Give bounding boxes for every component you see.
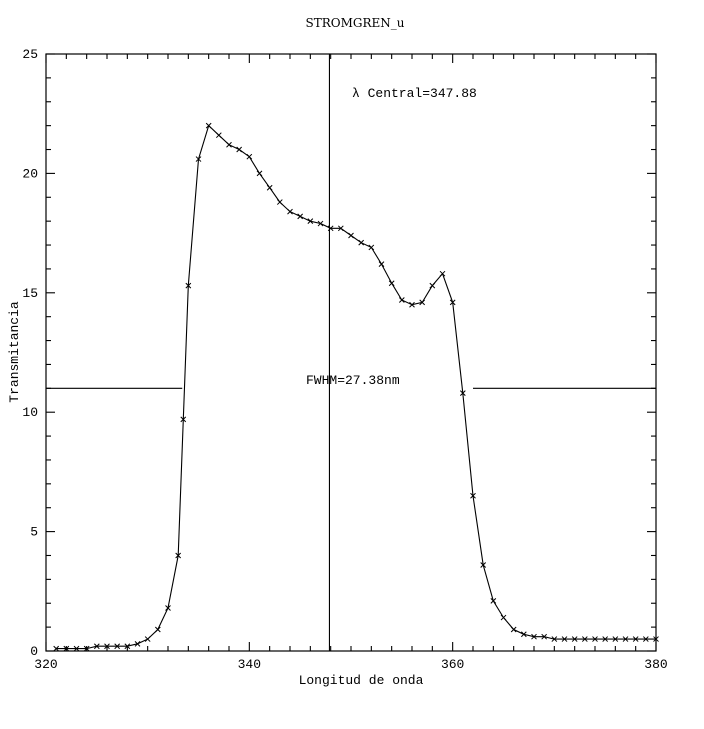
y-tick-label: 25 — [22, 47, 38, 62]
data-point — [175, 552, 182, 559]
data-point — [602, 636, 609, 642]
data-point — [368, 244, 375, 251]
data-point — [93, 643, 100, 650]
data-point — [63, 645, 70, 652]
data-point — [551, 636, 558, 642]
data-point — [541, 633, 548, 640]
central-wavelength-annotation: λ Central=347.88 — [352, 86, 477, 101]
data-point — [571, 636, 578, 642]
axis-ticks — [45, 53, 657, 652]
data-point — [520, 631, 527, 638]
data-point — [124, 643, 131, 650]
data-point — [317, 220, 324, 227]
data-point — [185, 282, 192, 289]
data-point — [480, 562, 487, 568]
data-point — [307, 218, 314, 225]
data-point — [226, 141, 232, 148]
data-point — [439, 270, 446, 277]
data-point — [358, 239, 365, 246]
data-point — [409, 301, 415, 308]
data-point — [154, 626, 161, 633]
data-point — [419, 299, 426, 306]
data-point — [378, 261, 385, 267]
data-point — [561, 636, 568, 642]
tick-labels: 320 340 360 380 0 5 10 15 20 25 — [22, 47, 667, 672]
data-point — [510, 626, 517, 633]
x-tick-label: 360 — [441, 657, 464, 672]
data-point — [53, 645, 60, 652]
x-axis-label: Longitud de onda — [299, 673, 424, 688]
data-point — [500, 614, 507, 621]
data-point — [581, 636, 588, 642]
data-point — [287, 208, 293, 215]
y-tick-label: 20 — [22, 166, 38, 181]
data-point — [104, 643, 110, 650]
data-point — [83, 645, 90, 652]
data-point — [327, 225, 334, 232]
data-point — [642, 636, 649, 642]
x-tick-label: 340 — [238, 657, 261, 672]
data-point-markers — [53, 122, 659, 652]
data-point — [114, 643, 121, 650]
fwhm-annotation: FWHM=27.38nm — [306, 373, 400, 388]
data-point — [215, 132, 222, 139]
x-tick-label: 380 — [644, 657, 667, 672]
data-point — [429, 282, 436, 289]
y-axis-label: Transmitancia — [7, 301, 22, 403]
data-point — [266, 184, 273, 191]
data-point — [236, 146, 243, 153]
data-point — [531, 633, 537, 640]
chart-title: STROMGREN_u — [306, 16, 405, 30]
data-point — [398, 297, 405, 303]
data-point — [205, 122, 212, 129]
data-point — [297, 213, 304, 220]
data-point — [449, 299, 456, 306]
data-point — [612, 636, 619, 642]
y-tick-label: 0 — [30, 644, 38, 659]
data-point — [134, 640, 141, 647]
data-point — [632, 636, 639, 642]
data-point — [490, 597, 497, 604]
data-point — [653, 636, 659, 642]
data-point — [592, 636, 598, 642]
data-point — [195, 156, 202, 162]
data-point — [459, 390, 466, 396]
data-point — [348, 232, 354, 239]
data-point — [144, 636, 151, 642]
data-point — [180, 416, 187, 423]
data-point — [165, 605, 171, 611]
data-point — [622, 636, 629, 642]
y-tick-label: 10 — [22, 405, 38, 420]
data-point — [276, 199, 283, 205]
x-tick-label: 320 — [34, 657, 57, 672]
data-point — [246, 153, 253, 160]
data-point — [73, 645, 80, 652]
y-tick-label: 15 — [22, 286, 38, 301]
plot-frame — [45, 53, 657, 652]
data-point — [337, 225, 344, 232]
data-point — [256, 170, 263, 177]
data-point — [470, 492, 476, 499]
y-tick-label: 5 — [30, 525, 38, 540]
data-point — [388, 280, 395, 287]
guide-lines — [46, 54, 656, 651]
